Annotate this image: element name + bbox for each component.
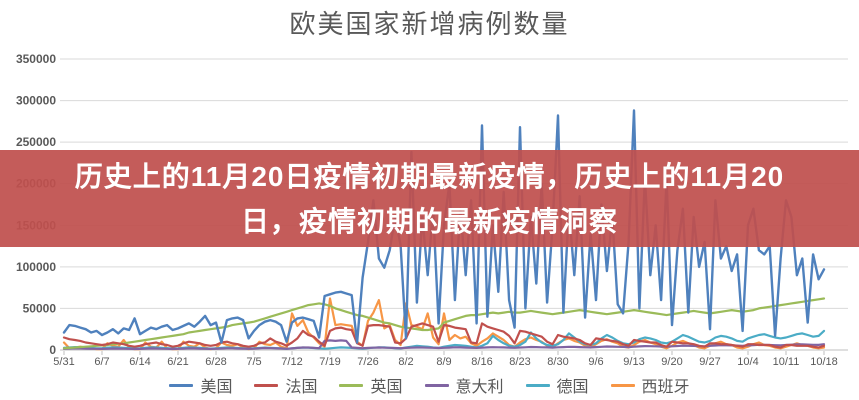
y-tick-label: 0 [49,343,56,357]
x-tick-label: 7/12 [281,356,302,368]
x-tick-label: 9/20 [661,356,682,368]
x-tick-label: 6/7 [94,356,109,368]
x-tick-label: 9/27 [699,356,720,368]
chart-legend: 美国 法国 英国 意大利 德国 西班牙 [0,373,859,397]
overlay-text-line2: 日，疫情初期的最新疫情洞察 [240,205,618,237]
legend-swatch-france [254,383,279,387]
y-tick-label: 100000 [16,260,56,274]
legend-swatch-us [169,383,194,387]
legend-item-spain: 西班牙 [610,373,690,397]
y-tick-label: 350000 [16,52,56,66]
series-line-france [62,322,826,349]
series-line-uk [62,297,826,350]
x-tick-label: 8/16 [471,356,492,368]
x-tick-label: 6/21 [167,356,188,368]
legend-label-italy: 意大利 [455,379,504,396]
y-tick-label: 300000 [16,94,56,108]
x-tick-label: 10/4 [737,356,758,368]
x-tick-label: 8/30 [547,356,568,368]
legend-item-italy: 意大利 [424,373,504,397]
x-tick-label: 6/28 [205,356,226,368]
x-tick-label: 7/5 [246,356,261,368]
x-tick-label: 5/31 [53,356,74,368]
chart-title: 欧美国家新增病例数量 [289,9,570,39]
x-tick-label: 10/11 [773,356,800,368]
overlay-banner: 历史上的11月20日疫情初期最新疫情，历史上的11月20 日，疫情初期的最新疫情… [0,150,859,247]
legend-item-france: 法国 [254,373,317,397]
legend-swatch-germany [525,383,550,387]
legend-label-france: 法国 [285,379,318,396]
legend-item-uk: 英国 [339,373,403,397]
legend-label-uk: 英国 [370,379,403,396]
x-tick-label: 7/26 [357,356,378,368]
x-tick-label: 10/18 [810,356,838,368]
x-tick-label: 9/6 [588,356,603,368]
legend-label-us: 美国 [200,379,233,396]
legend-swatch-spain [610,383,635,387]
x-tick-label: 8/2 [398,356,413,368]
legend-item-germany: 德国 [525,373,589,397]
legend-swatch-uk [339,383,364,387]
x-tick-label: 8/23 [509,356,530,368]
legend-item-us: 美国 [169,373,232,397]
x-tick-label: 6/14 [129,356,150,368]
y-tick-label: 250000 [16,135,56,149]
legend-label-germany: 德国 [556,379,589,396]
legend-label-spain: 西班牙 [641,379,690,396]
x-tick-label: 8/9 [436,356,451,368]
overlay-text-line1: 历史上的11月20日疫情初期最新疫情，历史上的11月20 [74,160,785,192]
x-tick-label: 9/13 [623,356,644,368]
legend-swatch-italy [424,383,449,387]
x-tick-label: 7/19 [319,356,340,368]
y-tick-label: 50000 [23,301,57,315]
